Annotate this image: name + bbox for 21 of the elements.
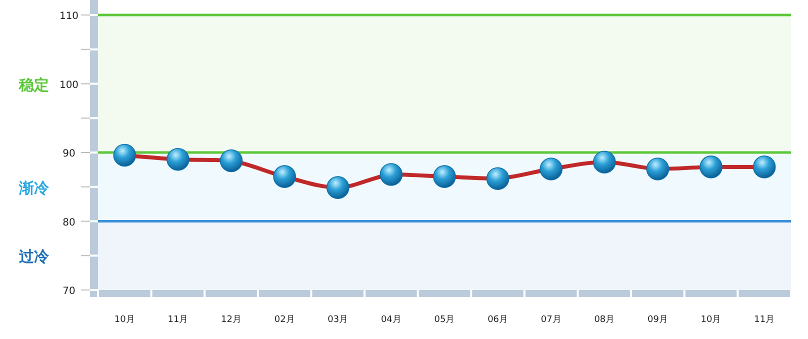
- x-tick-label: 06月: [488, 315, 508, 325]
- band-label: 稳定: [18, 76, 49, 94]
- x-tick-label: 05月: [434, 315, 455, 325]
- x-tick-label: 07月: [540, 315, 562, 325]
- x-tick-label: 08月: [594, 315, 615, 325]
- x-tick-label: 11月: [754, 315, 775, 325]
- x-tick-label: 03月: [328, 315, 348, 325]
- y-tick-label: 110: [59, 11, 79, 22]
- x-tick-label: 10月: [700, 315, 722, 325]
- x-tick-label: 12月: [221, 315, 242, 325]
- x-tick-label: 11月: [168, 315, 188, 325]
- x-tick-label: 10月: [114, 315, 135, 325]
- y-tick-label: 90: [62, 148, 76, 160]
- y-tick-label: 100: [59, 80, 79, 91]
- y-tick-label: 70: [62, 286, 76, 297]
- band-label: 过冷: [18, 248, 50, 266]
- x-tick-label: 09月: [648, 315, 668, 325]
- x-tick-label: 04月: [380, 315, 402, 325]
- y-tick-label: 80: [62, 217, 76, 228]
- band-label: 渐冷: [18, 178, 50, 197]
- x-tick-label: 02月: [274, 315, 295, 325]
